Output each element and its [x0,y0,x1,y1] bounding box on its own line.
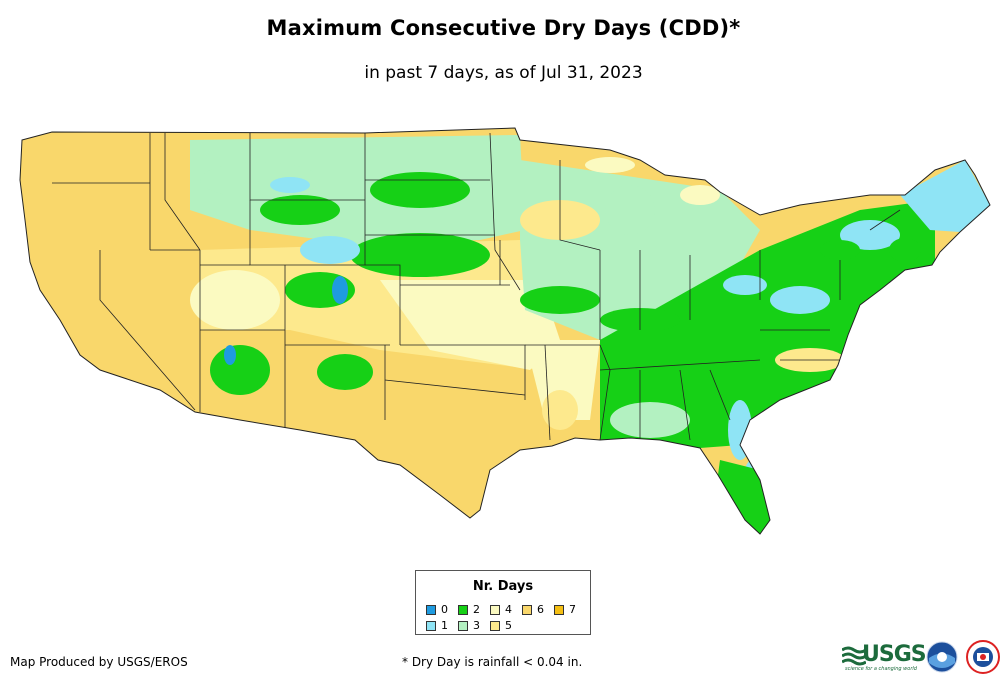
legend-title: Nr. Days [472,579,534,594]
state-border [679,369,691,441]
cdd-nd-2 [370,172,470,208]
state-border [384,379,526,396]
cdd-co-0 [332,276,348,304]
cdd-fl-2 [718,460,770,534]
legend-item-6: 6 [522,603,544,616]
cdd-az-2 [210,345,270,395]
state-border [869,209,901,231]
noaa-logo-icon [926,641,958,673]
cdd-nm-2 [317,354,373,390]
state-border [365,264,401,345]
cdd-mo-2 [520,286,600,314]
legend-label: 3 [473,619,480,632]
legend-item-5: 5 [490,619,512,632]
legend-swatch [426,620,436,631]
state-border [249,133,366,266]
cdd-sc-1 [728,400,752,460]
cdd-wy-2 [260,195,340,225]
nws-logo-icon [966,640,1000,674]
legend-label: 1 [441,619,448,632]
usgs-logo: USGS [862,642,927,667]
cdd-ut-4 [190,270,280,330]
cdd-oh-1 [723,275,767,295]
cdd-co-1 [300,236,360,264]
cdd-east-2 [600,200,935,448]
state-border [599,359,761,371]
legend-swatch [458,604,468,615]
map-title: Maximum Consecutive Dry Days (CDD)* [266,16,741,40]
cdd-ma-2 [889,238,921,262]
dry-day-footnote: * Dry Day is rainfall < 0.04 in. [402,655,583,669]
cdd-mi-4 [680,185,720,205]
state-border [544,344,551,441]
cdd-up-4 [585,157,635,173]
legend-swatch [490,620,500,631]
legend-label: 0 [441,603,448,616]
cdd-ne-sd-2 [350,233,490,277]
state-border [599,344,611,441]
cdd-ne-1 [900,160,990,232]
cdd-ny-1 [840,220,900,250]
cdd-pa-1 [770,286,830,314]
cdd-fill-layer [20,128,990,534]
legend-label: 2 [473,603,480,616]
map-credit: Map Produced by USGS/EROS [10,655,188,669]
legend-item-2: 2 [458,603,480,616]
state-border [709,369,731,421]
legend-item-0: 0 [426,603,448,616]
legend-item-7: 7 [554,603,576,616]
agency-logos: USGS science for a changing world [842,640,1002,676]
cdd-az-0 [224,345,236,365]
state-border [489,132,521,291]
legend-item-1: 1 [426,619,448,632]
cdd-mi-3 [605,185,655,235]
legend-swatch [554,604,564,615]
legend-label: 4 [505,603,512,616]
legend-item-3: 3 [458,619,480,632]
legend-swatch [426,604,436,615]
cdd-band-4 [380,280,560,370]
cdd-mt-1 [270,177,310,193]
usgs-wave-icon [842,646,866,666]
legend-swatch [490,604,500,615]
legend-swatch [522,604,532,615]
cdd-band-4b [525,340,600,420]
map-subtitle: in past 7 days, as of Jul 31, 2023 [364,63,643,83]
usgs-tagline: science for a changing world [845,666,917,672]
legend-label: 6 [537,603,544,616]
cdd-la-5 [542,390,578,430]
state-boundaries [52,132,901,441]
legend: Nr. Days 0 1 2 3 4 5 6 7 [415,570,591,635]
state-border [99,250,196,411]
state-border [164,133,201,251]
cdd-ny-2 [820,240,860,260]
legend-label: 7 [569,603,576,616]
state-border [559,160,601,251]
legend-swatch [458,620,468,631]
cdd-gulf-3 [610,402,690,438]
legend-item-4: 4 [490,603,512,616]
legend-label: 5 [505,619,512,632]
